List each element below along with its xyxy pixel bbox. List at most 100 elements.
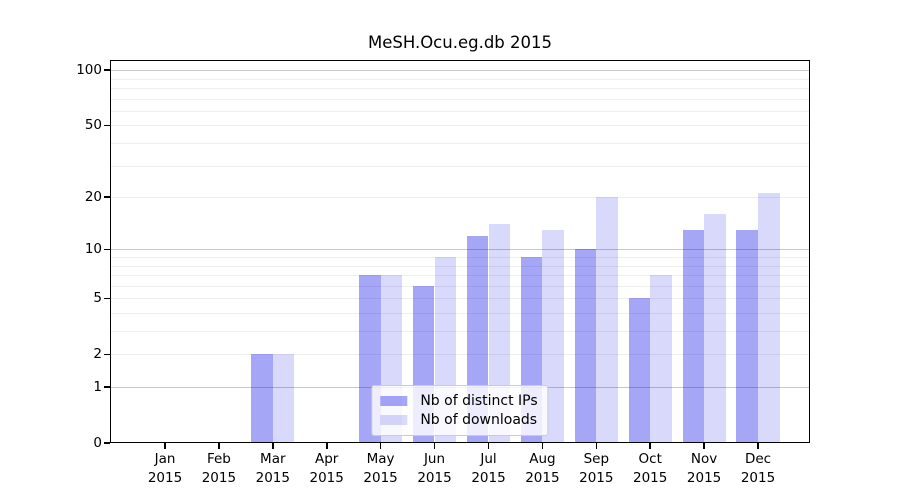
gridline-minor [110, 98, 810, 100]
bar-downloads [272, 354, 295, 443]
y-tick-label: 2 [93, 346, 102, 363]
chart-title: MeSH.Ocu.eg.db 2015 [367, 33, 553, 52]
y-tick [103, 196, 110, 198]
x-tick-label-year: 2015 [525, 470, 560, 486]
x-tick-label-year: 2015 [633, 470, 668, 486]
gridline-minor [110, 197, 810, 198]
x-tick-label-month: Apr [315, 451, 339, 467]
gridline-minor [110, 275, 810, 276]
x-tick-label: Nov 2015 [674, 450, 734, 488]
x-tick-label-month: Feb [206, 451, 231, 467]
bar-downloads [758, 193, 780, 443]
x-tick-label-month: Aug [529, 451, 556, 467]
x-tick-label: May 2015 [351, 450, 411, 488]
x-tick-label-year: 2015 [686, 470, 722, 486]
x-tick-label: Jul 2015 [459, 450, 519, 488]
x-tick-label-month: Jun [423, 451, 446, 467]
bar-downloads [596, 197, 618, 443]
bar-distinct-ips [682, 229, 705, 443]
x-tick-label-year: 2015 [363, 470, 398, 486]
gridline-minor [110, 313, 810, 314]
y-tick [103, 297, 110, 299]
x-tick-label: Oct 2015 [620, 450, 680, 488]
x-tick-label: Sep 2015 [566, 450, 626, 488]
y-tick-label: 10 [84, 241, 102, 258]
bar-distinct-ips [736, 229, 758, 443]
y-tick-label: 1 [93, 379, 102, 395]
bar-distinct-ips [628, 298, 651, 443]
x-tick-label-month: Oct [638, 451, 662, 467]
y-tick-label: 0 [93, 435, 102, 451]
gridline-minor [110, 142, 810, 144]
plot-area: 100 50 20 10 5 2 1 0 Dec 2015 Nov 2015 Oct 2015 Sep 201… [76, 60, 810, 486]
gridline-minor [110, 265, 810, 267]
x-tick-label: Apr 2015 [297, 450, 357, 488]
x-tick-label-year: 2015 [471, 470, 506, 486]
y-tick [103, 353, 110, 355]
x-tick-label-year: 2015 [309, 470, 344, 486]
x-tick [757, 443, 759, 449]
x-tick [541, 443, 544, 449]
x-tick-label: Jun 2015 [405, 450, 465, 488]
x-tick-label: Feb 2015 [189, 450, 249, 488]
x-tick-label-year: 2015 [255, 470, 290, 486]
gridline-major [110, 249, 810, 251]
legend-label-downloads: Nb of downloads [420, 412, 538, 429]
bar-distinct-ips [574, 249, 597, 443]
x-tick-label-month: Dec [744, 451, 772, 467]
y-tick [103, 124, 110, 127]
legend-swatch-distinct-ips [380, 395, 408, 406]
gridline-minor [110, 165, 810, 167]
x-tick-label-month: Nov [690, 451, 718, 467]
x-tick [649, 443, 651, 449]
bar-distinct-ips [251, 354, 273, 443]
x-tick-label-month: Jul [480, 451, 497, 467]
x-tick-label-month: Jan [154, 451, 176, 467]
x-tick-label-month: Mar [260, 451, 286, 467]
gridline-minor [110, 331, 810, 332]
x-tick [218, 443, 220, 449]
y-tick [103, 248, 110, 250]
x-tick [164, 443, 166, 449]
x-tick-label-year: 2015 [579, 470, 614, 486]
x-tick-label-year: 2015 [740, 470, 776, 486]
gridline-minor [110, 285, 810, 287]
legend-swatch-downloads [380, 415, 408, 426]
x-tick-label: Aug 2015 [512, 450, 572, 488]
x-tick [595, 443, 597, 449]
bar-downloads [650, 275, 672, 443]
legend-item-downloads: Nb of downloads [380, 411, 537, 431]
x-tick [379, 443, 382, 449]
legend-item-distinct-ips: Nb of distinct IPs [380, 391, 538, 411]
legend-label-distinct-ips: Nb of distinct IPs [420, 392, 538, 409]
legend: Nb of distinct IPs Nb of downloads [371, 385, 549, 436]
gridline-minor [110, 110, 810, 112]
x-tick-label-month: May [366, 451, 395, 467]
gridline-major [110, 70, 810, 72]
gridline-minor [110, 354, 810, 356]
x-tick [326, 443, 328, 449]
gridline-minor [110, 125, 810, 127]
y-tick [103, 386, 110, 388]
y-tick [103, 69, 110, 71]
x-tick [433, 443, 436, 449]
x-tick [272, 443, 274, 449]
x-tick-label-year: 2015 [417, 470, 452, 486]
y-tick-label: 50 [84, 117, 102, 134]
x-tick [487, 443, 490, 449]
x-tick-label-year: 2015 [201, 470, 237, 486]
y-tick [103, 442, 110, 444]
gridline-minor [110, 87, 810, 89]
y-tick-label: 5 [93, 290, 102, 307]
x-tick-label-month: Sep [583, 451, 610, 467]
bar-downloads [704, 214, 726, 443]
y-tick-label: 20 [84, 189, 102, 205]
x-tick-label-year: 2015 [147, 470, 183, 486]
gridline-minor [110, 78, 810, 80]
x-tick [703, 443, 705, 449]
x-tick-label: Jan 2015 [135, 450, 195, 488]
gridline-minor [110, 298, 810, 300]
y-tick-label: 100 [76, 62, 102, 79]
gridline-minor [110, 257, 810, 258]
